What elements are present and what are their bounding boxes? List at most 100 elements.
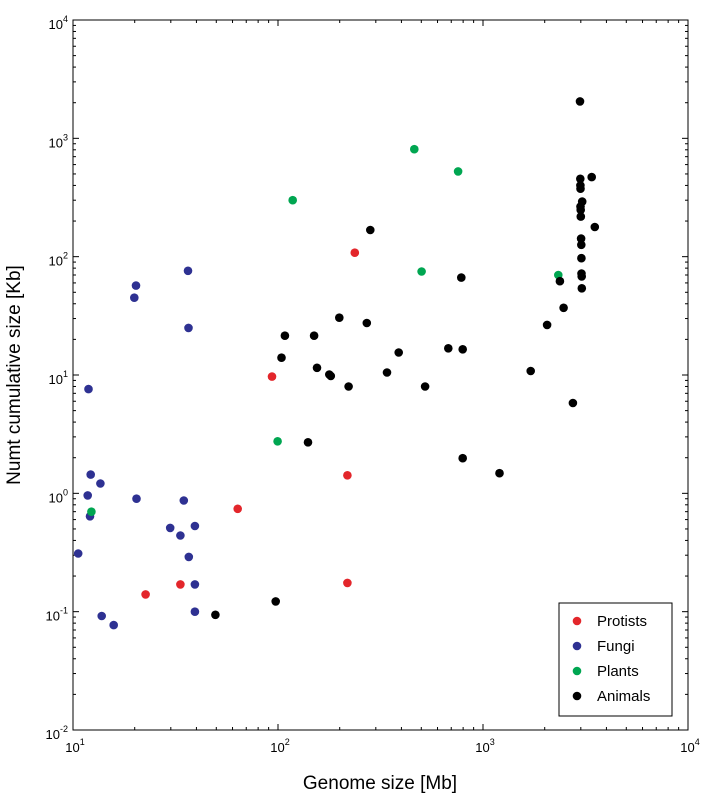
data-point [190,580,200,589]
data-point [410,144,419,154]
x-tick-labels: 101 102 103 104 [65,737,699,755]
data-point [335,313,344,323]
data-point [179,496,189,505]
x-tick-label: 103 [475,737,494,755]
data-point [576,174,585,184]
y-tick-labels: 10-2 10-1 100 101 102 103 104 [46,14,68,742]
data-point [280,331,290,341]
data-point [183,266,193,276]
data-point [176,531,185,540]
data-point [577,240,586,250]
legend-label: Fungi [597,638,635,655]
y-tick-label: 10-1 [46,606,68,624]
data-point [590,222,600,232]
data-point [394,348,404,357]
x-tick-label: 102 [270,737,289,755]
series-fungi [73,266,200,630]
data-point [575,97,585,106]
data-point [577,272,586,281]
data-point [382,368,392,377]
y-tick-label: 103 [49,132,68,150]
data-point [576,205,585,215]
data-point [458,345,468,354]
data-point [131,281,141,290]
data-point [577,197,587,206]
data-point [312,363,322,373]
data-point [495,468,504,478]
y-tick-label: 101 [49,369,68,387]
data-point [576,184,585,193]
series-animals [211,97,600,620]
y-tick-label: 10-2 [46,724,68,742]
data-point [109,620,118,630]
data-point [458,453,468,463]
legend-marker [572,616,582,626]
legend-marker [572,691,582,701]
data-point [288,195,298,205]
data-point [577,253,586,263]
data-point [326,371,336,381]
data-points [73,97,600,630]
data-point [271,597,281,606]
data-point [576,212,586,221]
y-tick-label: 104 [49,14,68,32]
series-protists [141,248,360,599]
data-point [211,610,220,620]
data-point [87,507,96,516]
data-point [233,504,242,514]
data-point [542,320,552,330]
data-point [568,398,578,408]
data-point [130,293,139,303]
legend-items: Protists Fungi Plants Animals [572,613,650,705]
data-point [350,248,360,257]
data-point [420,382,430,391]
data-point [273,437,282,446]
data-point [277,353,286,363]
data-point [366,225,375,235]
series-plants [87,144,563,516]
data-point [362,318,372,328]
x-tick-label: 104 [680,737,699,755]
data-point [96,479,105,488]
data-point [190,521,200,531]
data-point [576,234,586,243]
y-tick-label: 102 [49,251,68,269]
legend-label: Protists [597,613,647,630]
data-point [587,172,596,182]
data-point [141,590,150,599]
data-point [132,494,141,504]
data-point [343,471,352,480]
data-point [73,549,83,558]
data-point [184,323,193,333]
legend-label: Plants [597,663,639,680]
legend: Protists Fungi Plants Animals [558,602,673,717]
data-point [559,303,568,313]
data-point [577,284,587,293]
data-point [86,470,95,479]
legend-label: Animals [597,688,650,705]
data-point [165,523,175,533]
data-point [526,366,535,376]
data-point [457,273,466,282]
data-point [343,578,352,588]
data-point [184,552,194,562]
data-point [303,438,313,447]
data-point [555,276,565,286]
legend-marker [572,666,582,676]
y-tick-label: 100 [49,487,68,505]
data-point [190,607,200,616]
axis-ticks [72,19,689,731]
legend-marker [572,641,582,651]
y-axis-label: Numt cumulative size [Kb] [4,265,25,485]
data-point [344,382,353,391]
data-point [84,384,93,394]
x-axis-label: Genome size [Mb] [303,773,457,794]
data-point [267,372,277,381]
data-point [417,267,426,276]
data-point [97,611,106,621]
data-point [444,344,453,353]
data-point [83,491,92,500]
data-point [453,167,463,176]
data-point [176,580,185,589]
